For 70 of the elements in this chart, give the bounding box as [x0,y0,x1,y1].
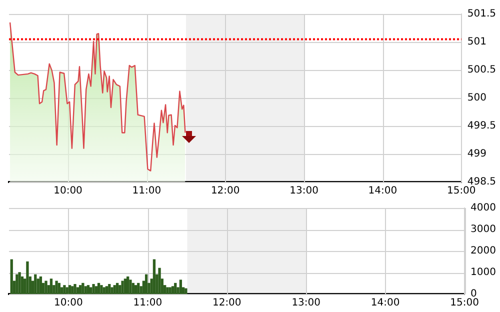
bar [97,282,100,294]
bar [132,282,134,294]
x-tick-label: 14:00 [368,186,398,197]
bar [124,278,127,294]
y-tick-label: 501.5 [467,8,496,20]
bar [63,285,66,294]
x-tick-label: 12:00 [210,186,240,197]
bar [60,287,64,294]
y-tick-label: 3000 [470,224,496,236]
bar [184,288,188,294]
x-tick-label: 11:00 [132,186,162,197]
x-tick-label: 13:00 [292,298,321,309]
bar [92,284,95,294]
bar [74,284,76,294]
bar [50,278,53,294]
bar [102,287,106,294]
bar [158,268,161,294]
x-tick-label: 12:00 [212,298,242,309]
bar [179,280,182,294]
y-tick-label: 499 [467,148,486,160]
y-tick-label: 500 [467,92,486,104]
x-tick-label: 15:00 [446,186,476,197]
bar [16,274,18,294]
y-tick-label: 2000 [470,246,496,257]
bar [76,287,80,294]
x-tick-label: 10:00 [54,298,83,309]
bar [100,285,103,294]
y-tick-label: 500.5 [467,64,496,76]
bar [113,285,116,294]
bar [55,280,58,294]
bar [174,282,177,294]
bar [168,287,172,294]
bar [34,274,37,294]
bar [144,274,148,294]
x-tick-label: 11:00 [133,298,162,309]
x-tick-label: 10:00 [54,186,82,197]
y-tick-label: 501 [467,36,486,48]
bar [66,287,68,294]
bar [36,278,40,294]
bar [26,261,29,294]
bar [10,259,13,294]
bar [20,276,24,294]
bar [118,285,122,294]
y-tick-label: 4000 [470,202,496,214]
bar [71,286,74,294]
y-tick-label: 499.5 [467,120,496,132]
bar [166,287,169,294]
bar [84,286,87,294]
bar [171,286,174,294]
bar [129,280,132,294]
bar [126,276,130,294]
bar [121,280,124,294]
bar [90,287,92,294]
bar [78,285,82,294]
bar [152,259,156,294]
x-tick-label: 13:00 [290,186,318,197]
bar [18,272,21,294]
x-tick-label: 14:00 [370,298,400,309]
bar [44,280,48,294]
bar [82,282,84,294]
y-tick-label: 1000 [470,267,496,278]
bar [68,285,72,294]
bar [137,282,140,294]
bar [105,286,108,294]
bar [58,282,60,294]
bar [39,276,42,294]
bar [110,287,114,294]
x-tick-label: 15:00 [450,298,479,309]
bar [108,284,111,294]
bar [94,286,98,294]
